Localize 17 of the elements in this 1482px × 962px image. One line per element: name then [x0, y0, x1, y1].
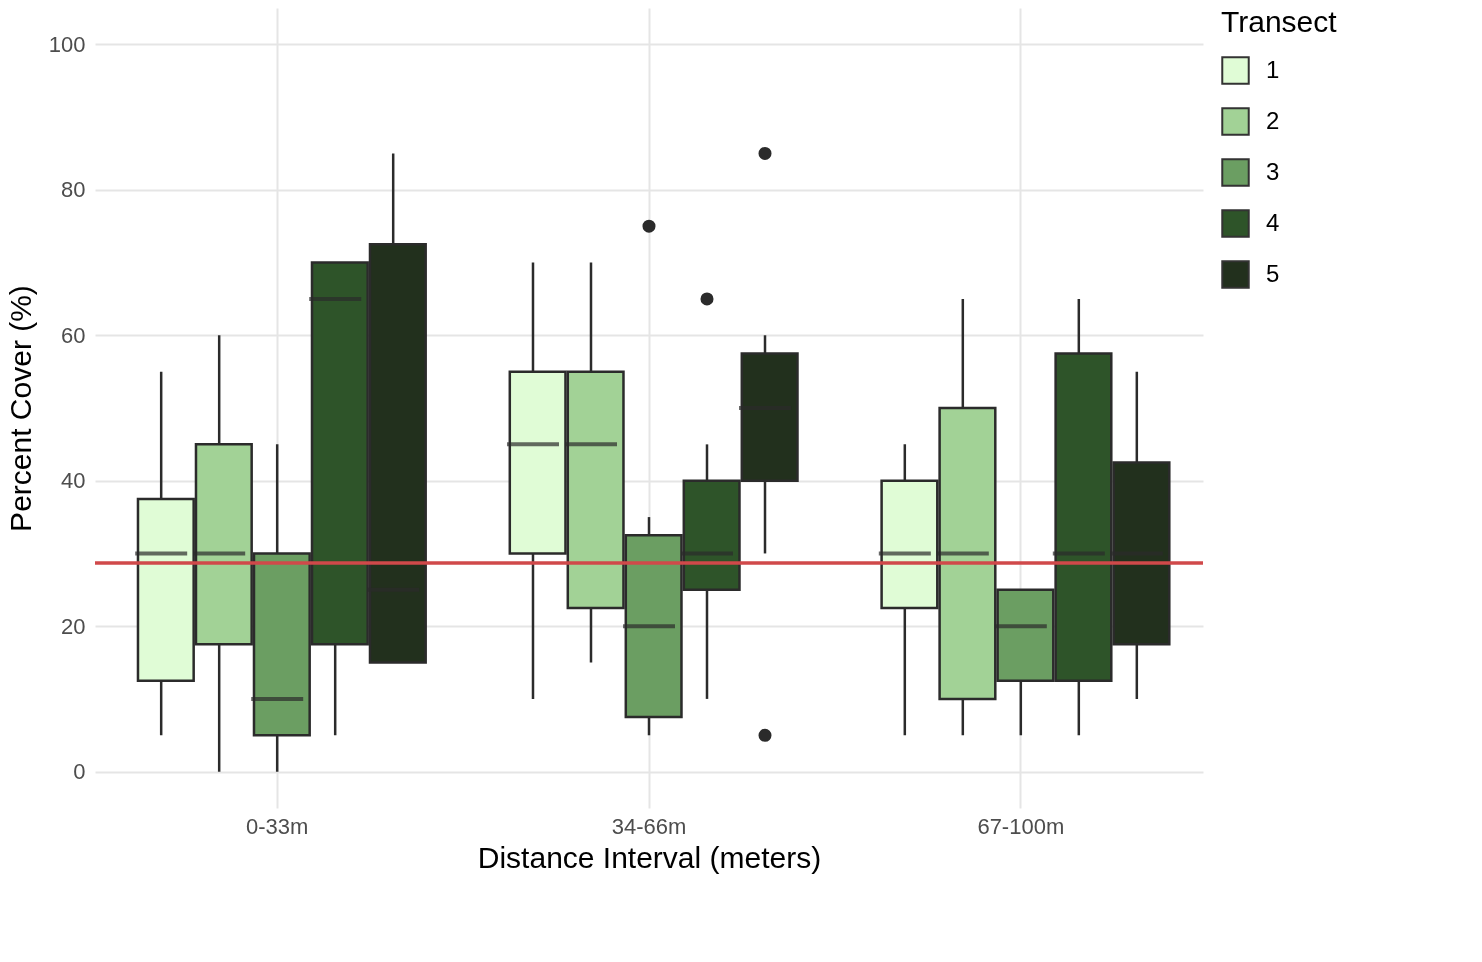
y-tick-label: 100	[48, 31, 86, 57]
y-tick-label: 80	[61, 177, 86, 203]
legend-label: 1	[1266, 55, 1280, 83]
x-tick-label: 34-66m	[611, 813, 687, 839]
legend-title: Transect	[1221, 5, 1338, 38]
y-axis-title: Percent Cover (%)	[3, 285, 37, 532]
legend-label: 4	[1266, 208, 1280, 236]
legend-label: 3	[1266, 157, 1280, 185]
y-tick-label: 0	[73, 759, 86, 785]
x-tick-label: 0-33m	[246, 813, 309, 839]
legend-label: 2	[1266, 106, 1280, 134]
y-tick-label: 20	[61, 613, 86, 639]
y-tick-label: 60	[61, 322, 86, 348]
legend-label: 5	[1266, 259, 1280, 287]
y-tick-label: 40	[61, 468, 86, 494]
x-axis-title: Distance Interval (meters)	[477, 840, 822, 874]
x-tick-label: 67-100m	[977, 813, 1065, 839]
